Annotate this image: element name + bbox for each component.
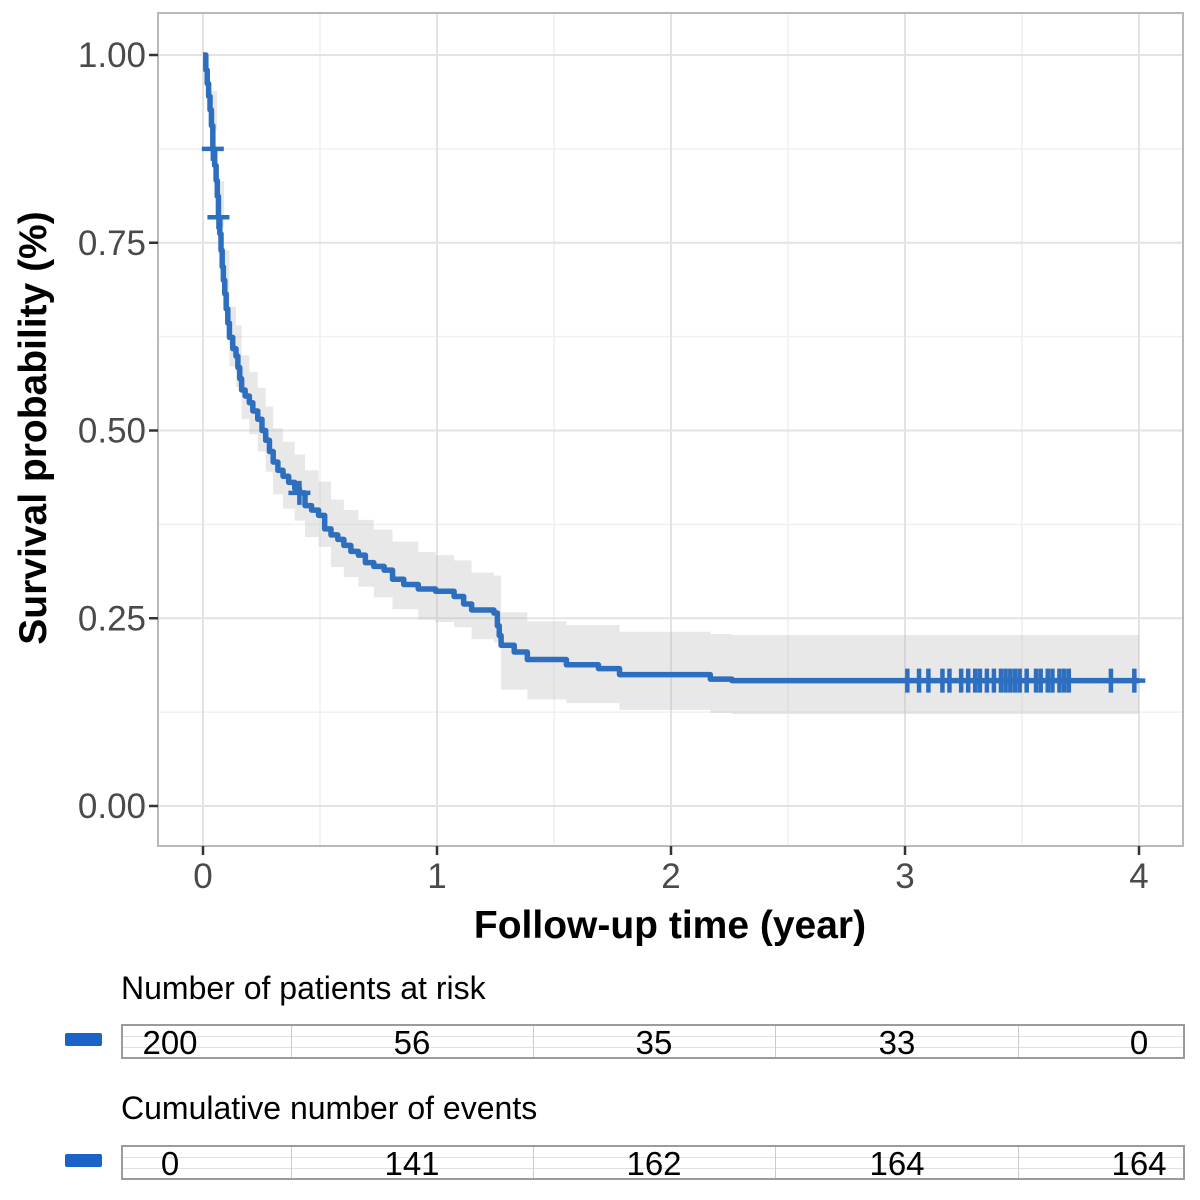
table-divider: [775, 1026, 776, 1057]
table-gridline: [123, 1047, 1183, 1048]
x-tick-label: 2: [661, 857, 680, 896]
risk-table-title: Number of patients at risk: [121, 970, 486, 1006]
strata-key-risk: [65, 1033, 102, 1046]
risk-value: 0: [1129, 1024, 1149, 1061]
table-divider: [291, 1147, 292, 1178]
events-table: 0 141 162 164 164: [121, 1145, 1185, 1180]
x-axis: 0 1 2 3 4: [193, 846, 1149, 896]
confidence-band: [210, 91, 1139, 715]
x-tick-label: 0: [193, 857, 212, 896]
risk-value: 56: [393, 1024, 431, 1061]
table-divider: [533, 1026, 534, 1057]
table-divider: [533, 1147, 534, 1178]
y-axis-title: Survival probability (%): [12, 211, 55, 644]
x-tick-label: 4: [1129, 857, 1148, 896]
table-gridline: [123, 1036, 1183, 1037]
censor-marks: [201, 136, 1146, 693]
table-divider: [775, 1147, 776, 1178]
major-gridlines: [158, 13, 1183, 846]
y-tick-label: 0.00: [78, 787, 146, 826]
events-value: 164: [1111, 1145, 1167, 1182]
risk-value: 200: [142, 1024, 198, 1061]
events-table-title: Cumulative number of events: [121, 1090, 538, 1126]
y-tick-label: 0.50: [78, 412, 146, 451]
survival-curve: [203, 52, 1139, 684]
events-value: 162: [626, 1145, 682, 1182]
risk-value: 35: [635, 1024, 673, 1061]
events-value: 0: [160, 1145, 180, 1182]
table-gridline: [123, 1168, 1183, 1169]
events-value: 164: [869, 1145, 925, 1182]
table-divider: [291, 1026, 292, 1057]
risk-value: 33: [878, 1024, 916, 1061]
confidence-band-area: [210, 91, 1139, 715]
y-tick-label: 0.25: [78, 599, 146, 638]
risk-table: 200 56 35 33 0: [121, 1024, 1185, 1059]
table-divider: [1018, 1026, 1019, 1057]
survival-step-line: [203, 52, 1139, 684]
censor-plus-marks: [201, 136, 1146, 693]
survival-plot: 0 1 2 3 4 0.00 0.25 0.50 0.75 1.00 Follow-up tim…: [12, 12, 1184, 947]
x-axis-title: Follow-up time (year): [474, 904, 866, 947]
strata-key-events: [65, 1154, 102, 1167]
table-gridline: [123, 1157, 1183, 1158]
table-divider: [1018, 1147, 1019, 1178]
y-tick-label: 0.75: [78, 224, 146, 263]
events-value: 141: [384, 1145, 440, 1182]
y-axis: 0.00 0.25 0.50 0.75 1.00: [78, 36, 158, 826]
y-tick-label: 1.00: [78, 36, 146, 75]
x-tick-label: 1: [427, 857, 446, 896]
x-tick-label: 3: [895, 857, 914, 896]
